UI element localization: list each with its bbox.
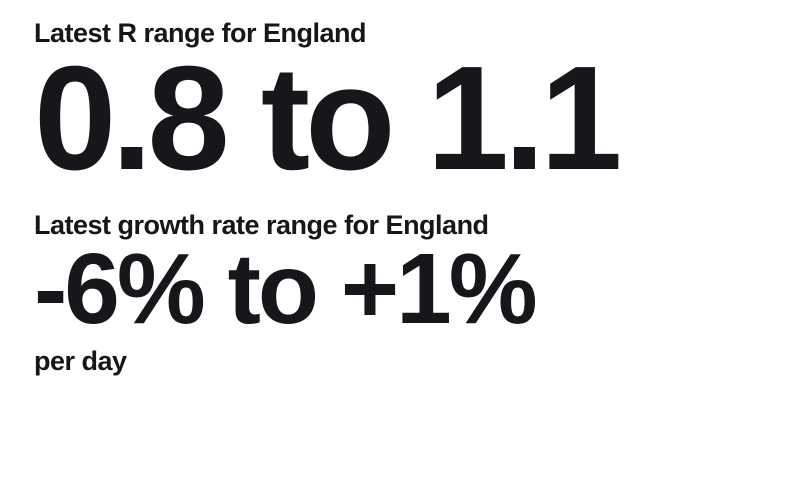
growth-rate-suffix: per day: [34, 346, 802, 377]
growth-rate-value: -6% to +1%: [34, 237, 802, 342]
r-range-block: Latest R range for England 0.8 to 1.1: [34, 18, 802, 196]
growth-rate-block: Latest growth rate range for England -6%…: [34, 210, 802, 377]
r-range-value: 0.8 to 1.1: [34, 41, 802, 196]
